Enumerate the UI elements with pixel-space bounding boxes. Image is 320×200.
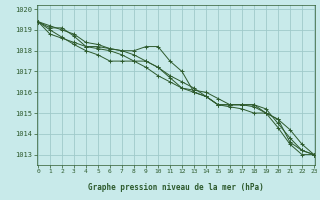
Text: Graphe pression niveau de la mer (hPa): Graphe pression niveau de la mer (hPa) <box>88 183 264 192</box>
